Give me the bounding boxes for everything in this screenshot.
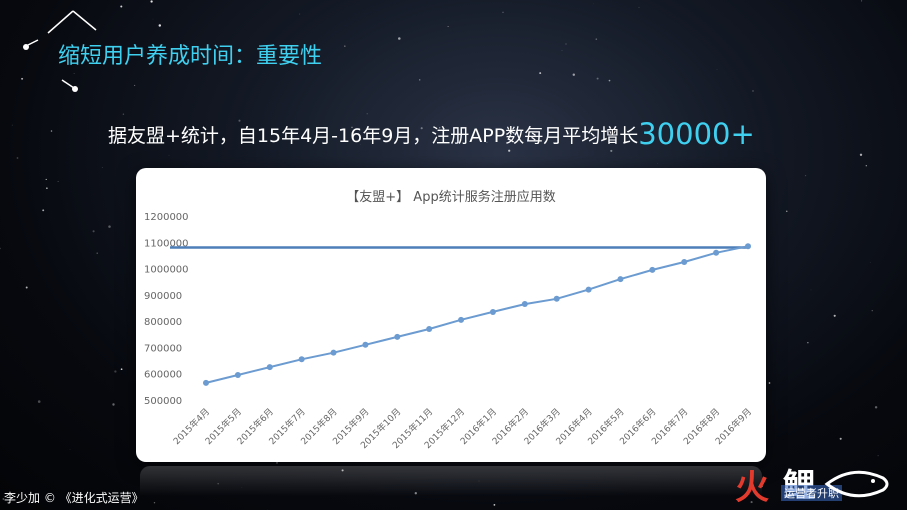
y-tick-label: 1000000 xyxy=(144,265,189,276)
data-point xyxy=(330,349,337,356)
y-tick-label: 700000 xyxy=(144,343,182,354)
star xyxy=(561,50,563,51)
data-point xyxy=(553,295,560,302)
data-point xyxy=(585,286,592,293)
corner-decoration-icon xyxy=(23,10,97,92)
headline-highlight: 30000+ xyxy=(638,117,755,151)
star xyxy=(50,130,53,132)
star xyxy=(42,209,45,212)
brand-logo: 火 鲤 运营者升职 xyxy=(735,458,900,508)
star xyxy=(46,187,48,189)
star xyxy=(276,462,278,464)
star xyxy=(120,5,123,8)
star xyxy=(418,79,421,81)
star xyxy=(752,90,754,92)
y-tick-label: 1100000 xyxy=(144,238,189,249)
footer-credit: 李少加 © 《进化式运营》 xyxy=(4,491,144,505)
line-chart: 500000 600000 700000 800000 900000 1000000 110… xyxy=(144,212,754,451)
star xyxy=(57,180,59,182)
data-point xyxy=(362,341,369,348)
data-point xyxy=(266,364,273,371)
data-point xyxy=(234,372,241,379)
data-point xyxy=(458,316,465,323)
data-point xyxy=(394,333,401,340)
data-point xyxy=(298,356,305,363)
series-line xyxy=(205,245,749,384)
headline-text: 据友盟+统计，自15年4月-16年9月，注册APP数每月平均增长 xyxy=(108,125,639,147)
star xyxy=(92,230,95,233)
y-tick-label: 500000 xyxy=(144,396,182,407)
star xyxy=(114,370,117,373)
star xyxy=(134,84,136,86)
star xyxy=(0,247,1,250)
star xyxy=(638,7,640,8)
star xyxy=(96,252,98,254)
star xyxy=(101,166,103,168)
star xyxy=(859,153,863,156)
star xyxy=(447,25,449,28)
data-point xyxy=(489,308,496,315)
star xyxy=(122,113,125,115)
star xyxy=(805,175,807,177)
star xyxy=(120,368,123,371)
data-point xyxy=(521,301,528,308)
star xyxy=(398,37,401,40)
star xyxy=(11,124,13,126)
data-point xyxy=(713,249,720,256)
star xyxy=(839,437,842,440)
star xyxy=(366,113,368,115)
star xyxy=(874,406,878,409)
data-point xyxy=(203,379,209,386)
star xyxy=(112,403,115,406)
y-tick-label: 1200000 xyxy=(144,212,189,223)
star xyxy=(768,382,771,384)
star xyxy=(493,504,496,506)
star xyxy=(861,0,863,2)
data-point xyxy=(745,243,751,250)
star xyxy=(344,45,346,47)
chart-reflection xyxy=(140,466,762,496)
star xyxy=(108,225,111,228)
y-tick-label: 800000 xyxy=(144,317,182,328)
star xyxy=(871,310,873,312)
star xyxy=(595,38,598,40)
star xyxy=(865,165,867,167)
y-tick-label: 600000 xyxy=(144,370,182,381)
slide-title: 缩短用户养成时间：重要性 xyxy=(58,44,323,69)
star xyxy=(608,79,611,82)
star xyxy=(807,342,809,344)
star xyxy=(502,11,504,13)
y-tick-label: 900000 xyxy=(144,291,182,302)
headline: 据友盟+统计，自15年4月-16年9月，注册APP数每月平均增长30000+ xyxy=(108,117,755,151)
data-point xyxy=(617,276,624,283)
star xyxy=(833,314,836,317)
star xyxy=(45,178,47,180)
star xyxy=(716,69,718,71)
fish-icon xyxy=(824,470,889,498)
star xyxy=(810,289,812,291)
star xyxy=(786,210,788,212)
data-point xyxy=(426,326,433,333)
star xyxy=(152,18,154,20)
logo-char-1: 火 xyxy=(735,468,769,508)
star xyxy=(150,0,153,3)
chart-card: 【友盟+】 App统计服务注册应用数 500000 600000 700000 800… xyxy=(136,168,766,462)
star xyxy=(69,449,71,450)
star xyxy=(596,77,599,80)
data-point xyxy=(681,259,688,265)
star xyxy=(16,157,19,159)
chart-title: 【友盟+】 App统计服务注册应用数 xyxy=(346,190,556,205)
star xyxy=(158,24,162,27)
star xyxy=(299,13,301,15)
star xyxy=(572,73,575,76)
star xyxy=(153,502,156,504)
star xyxy=(565,43,567,45)
star xyxy=(877,455,879,457)
star xyxy=(25,286,28,289)
logo-subtitle: 运营者升职 xyxy=(781,485,842,501)
star xyxy=(37,400,41,403)
star xyxy=(539,72,542,75)
data-point xyxy=(649,266,656,273)
